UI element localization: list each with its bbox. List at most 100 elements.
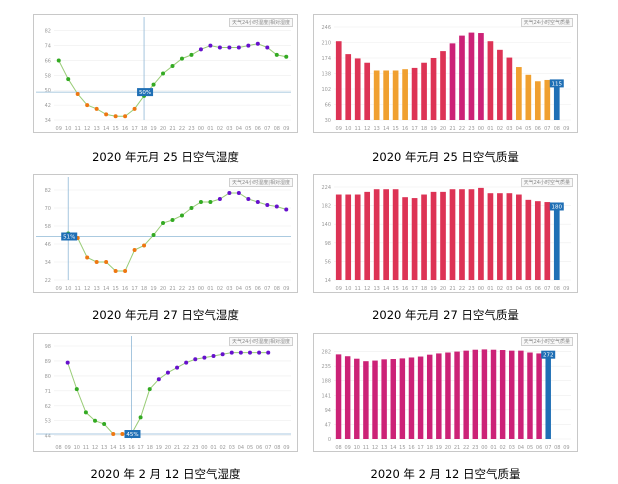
aqi-bar [344, 356, 351, 439]
humidity-point [138, 415, 143, 420]
x-tick-label: 23 [472, 445, 478, 451]
chart-watermark: 天气24小时空气质量 [520, 178, 573, 187]
x-tick-label: 02 [499, 445, 505, 451]
x-tick-label: 14 [390, 445, 396, 451]
humidity-point [255, 41, 260, 46]
y-tick-label: 140 [321, 222, 331, 228]
x-tick-label: 14 [103, 286, 109, 292]
x-tick-label: 09 [56, 286, 62, 292]
y-tick-label: 224 [321, 185, 331, 191]
y-tick-label: 102 [321, 87, 331, 93]
humidity-point [227, 191, 232, 195]
aqi-bar [430, 58, 437, 120]
highlight-label: 45% [126, 432, 138, 438]
humidity-point [111, 432, 116, 437]
aqi-bar [373, 70, 380, 120]
x-tick-label: 21 [449, 126, 455, 132]
x-tick-label: 08 [554, 445, 560, 451]
x-tick-label: 17 [131, 286, 137, 292]
y-tick-label: 71 [45, 389, 51, 395]
humidity-point [65, 360, 70, 365]
x-tick-label: 02 [219, 445, 225, 451]
humidity-point [238, 350, 243, 355]
humidity-point [265, 45, 270, 50]
humidity-point [229, 350, 234, 355]
x-tick-label: 16 [122, 126, 128, 132]
humidity-point [83, 410, 88, 415]
x-tick-label: 05 [245, 286, 251, 292]
highlight-box [541, 350, 556, 359]
humidity-point [179, 56, 184, 61]
x-tick-label: 01 [207, 126, 213, 132]
highlight-label: 272 [543, 353, 554, 359]
x-tick-label: 01 [487, 126, 493, 132]
aqi-bar [364, 62, 371, 120]
humidity-point [284, 207, 289, 212]
aqi-bar [506, 57, 513, 120]
x-tick-label: 20 [440, 286, 446, 292]
x-tick-label: 12 [364, 286, 370, 292]
x-tick-label: 02 [497, 126, 503, 132]
x-tick-label: 23 [468, 126, 474, 132]
x-tick-label: 09 [283, 126, 289, 132]
x-tick-label: 09 [563, 286, 569, 292]
aqi-bar [440, 51, 446, 120]
x-tick-label: 03 [509, 445, 515, 451]
humidity-point [211, 353, 216, 358]
caption-humidity-feb12: 2020 年 2 月 12 日空气湿度 [90, 467, 241, 481]
aqi-bar [408, 357, 415, 439]
x-tick-label: 15 [112, 286, 118, 292]
x-tick-label: 11 [355, 126, 361, 132]
aqi-bar [544, 202, 551, 280]
x-tick-label: 08 [274, 126, 280, 132]
x-tick-label: 17 [411, 286, 417, 292]
x-tick-label: 11 [75, 286, 81, 292]
x-tick-label: 02 [497, 286, 503, 292]
aqi-chart-jan27: 14 56 98 140 182 224 09 10 11 12 13 14 15 16 17 18 19 20 2… [313, 174, 578, 293]
x-tick-label: 18 [421, 126, 427, 132]
y-tick-label: 44 [45, 434, 51, 440]
aqi-bar [445, 352, 451, 439]
humidity-point [74, 387, 79, 392]
humidity-point [255, 200, 260, 204]
x-tick-label: 06 [536, 445, 542, 451]
humidity-point [161, 221, 166, 225]
x-tick-label: 17 [417, 445, 423, 451]
aqi-bar [345, 54, 352, 120]
x-tick-label: 19 [430, 286, 436, 292]
aqi-bar [534, 201, 541, 280]
highlight-box [549, 202, 564, 211]
aqi-bar [553, 83, 560, 120]
x-tick-label: 16 [408, 445, 414, 451]
x-tick-label: 22 [463, 445, 469, 451]
aqi-bar [430, 191, 437, 280]
y-tick-label: 98 [45, 344, 51, 350]
x-tick-label: 01 [210, 445, 216, 451]
x-tick-label: 09 [563, 126, 569, 132]
y-tick-label: 89 [45, 359, 51, 365]
aqi-bar [335, 41, 342, 120]
x-tick-label: 09 [563, 445, 569, 451]
aqi-bar [364, 191, 371, 280]
x-tick-label: 10 [74, 445, 80, 451]
x-tick-label: 15 [119, 445, 125, 451]
x-tick-label: 00 [201, 445, 207, 451]
humidity-chart-feb12: 44 53 62 71 80 89 98 08 09 10 11 12 13 14 15 16 17 18 19 20… [33, 333, 298, 452]
humidity-point [170, 64, 175, 69]
x-tick-label: 02 [217, 126, 223, 132]
humidity-point [284, 54, 289, 59]
x-tick-label: 10 [354, 445, 360, 451]
x-tick-label: 17 [411, 126, 417, 132]
aqi-bar [481, 349, 488, 439]
chart-watermark: 天气24小时湿度|相对湿度 [228, 18, 293, 27]
highlight-box [137, 88, 154, 97]
humidity-point [175, 365, 180, 370]
y-tick-label: 70 [45, 206, 51, 212]
x-tick-label: 15 [392, 286, 398, 292]
y-tick-label: 210 [321, 41, 331, 47]
x-tick-label: 04 [236, 126, 242, 132]
x-tick-label: 10 [345, 286, 351, 292]
x-tick-label: 07 [264, 126, 270, 132]
humidity-point [147, 387, 152, 392]
